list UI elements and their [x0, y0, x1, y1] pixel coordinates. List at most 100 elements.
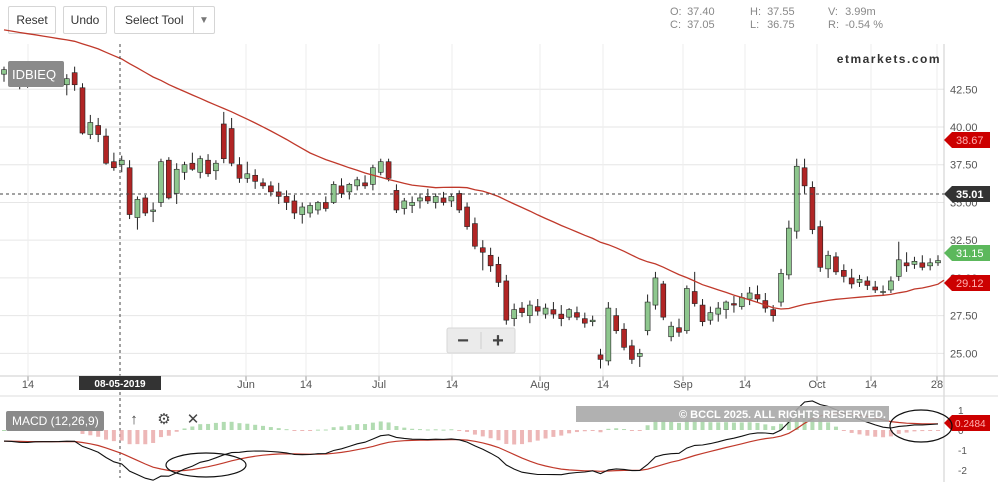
macd-hist-bar: [80, 430, 85, 434]
candle-body: [621, 328, 627, 348]
candle-body: [440, 197, 447, 203]
select-tool-dropdown[interactable]: Select Tool ▼: [114, 6, 215, 34]
candle-body: [935, 260, 941, 264]
macd-hist-bar: [543, 430, 548, 439]
candle-body: [841, 270, 847, 277]
candle-body: [181, 164, 188, 173]
ohlc-open-value: 37.40: [687, 6, 715, 18]
y-tick-label: 42.50: [950, 84, 978, 96]
zoom-in-button[interactable]: +: [492, 330, 504, 352]
candle-body: [919, 262, 926, 268]
macd-hist-bar: [402, 427, 407, 430]
reset-button[interactable]: Reset: [8, 6, 56, 34]
move-up-icon[interactable]: ↑: [130, 411, 138, 428]
candle-body: [158, 161, 164, 203]
y-tick-label: 27.50: [950, 311, 978, 323]
macd-hist-bar: [504, 430, 509, 444]
candle-body: [252, 174, 258, 182]
x-tick-label: Jul: [372, 379, 386, 391]
x-tick-label: 14: [446, 379, 458, 391]
candle-body: [660, 283, 667, 318]
candle-body: [307, 205, 313, 214]
candle-body: [111, 161, 117, 169]
candle-body: [534, 306, 541, 312]
candle-body: [95, 125, 101, 135]
symbol-badge: [8, 61, 64, 87]
candle-body: [880, 291, 886, 293]
macd-label-badge: [6, 411, 104, 431]
ohlc-open-close: O: 37.40 C: 37.05: [670, 6, 715, 32]
macd-hist-bar: [245, 423, 250, 430]
last-price-tag: [944, 245, 990, 261]
chevron-down-icon[interactable]: ▼: [193, 7, 214, 33]
macd-hist-bar: [96, 430, 101, 437]
macd-hist-bar: [174, 430, 179, 432]
macd-hist-bar: [747, 422, 752, 430]
macd-hist-bar: [928, 430, 933, 431]
macd-value-text: 0.2484: [955, 419, 986, 430]
ohlc-high-value: 37.55: [767, 6, 795, 18]
candle-body: [448, 196, 455, 202]
x-tick-label: 14: [865, 379, 877, 391]
candle-body: [574, 312, 580, 318]
candle-body: [346, 184, 353, 193]
y-tick-label: 25.00: [950, 348, 978, 360]
macd-hist-bar: [559, 430, 564, 436]
candle-body: [723, 301, 729, 310]
macd-hist-bar: [786, 418, 791, 430]
macd-hist-bar: [637, 430, 642, 431]
macd-hist-bar: [676, 422, 681, 430]
macd-y-tick-label: 1: [958, 406, 964, 417]
crosshair-price-text: 35.01: [956, 189, 984, 201]
candle-body: [472, 223, 478, 247]
candle-body: [377, 161, 384, 173]
candlestick-series: [1, 63, 941, 369]
candle-body: [464, 206, 470, 227]
symbol-label: IDBIEQ: [12, 67, 56, 82]
settings-gear-icon[interactable]: ⚙: [157, 411, 170, 428]
candle-body: [126, 167, 133, 215]
macd-hist-bar: [347, 425, 352, 430]
candle-body: [778, 273, 784, 303]
macd-hist-bar: [308, 430, 313, 431]
macd-hist-bar: [936, 430, 940, 431]
macd-hist-bar: [629, 430, 634, 431]
macd-hist-bar: [127, 430, 132, 445]
macd-hist-bar: [363, 424, 368, 430]
candle-body: [746, 292, 753, 300]
candle-body: [1, 69, 7, 75]
macd-hist-bar: [339, 426, 344, 430]
candle-body: [613, 315, 620, 332]
macd-hist-bar: [480, 430, 485, 437]
macd-hist-bar: [833, 426, 838, 430]
zoom-out-button[interactable]: −: [457, 330, 469, 352]
candle-body: [197, 158, 204, 173]
x-tick-label: 14: [300, 379, 312, 391]
candle-body: [542, 307, 549, 315]
y-tick-label: 37.50: [950, 160, 978, 172]
macd-hist-bar: [724, 422, 729, 430]
candle-body: [558, 313, 565, 319]
macd-hist-bar: [261, 425, 266, 430]
macd-hist-bar: [692, 419, 697, 430]
macd-hist-bar: [614, 428, 619, 430]
macd-hist-bar: [331, 427, 336, 430]
macd-hist-bar: [574, 430, 579, 433]
macd-hist-bar: [104, 430, 109, 440]
x-tick-label: 14: [597, 379, 609, 391]
crosshair-date-text: 08-05-2019: [94, 379, 146, 390]
candle-body: [291, 200, 298, 214]
toolbar: Reset Undo Select Tool ▼ O: 37.40 C: 37.…: [0, 0, 998, 44]
macd-hist-bar: [873, 430, 878, 437]
macd-hist-bar: [818, 418, 823, 430]
candle-body: [809, 187, 816, 230]
ohlc-open-key: O:: [670, 6, 682, 18]
undo-button[interactable]: Undo: [63, 6, 107, 34]
macd-hist-bar: [158, 430, 163, 438]
macd-signal-line: [3, 412, 938, 472]
candle-body: [134, 199, 141, 218]
close-icon[interactable]: ✕: [187, 411, 200, 428]
macd-hist-bar: [198, 424, 203, 430]
macd-hist-bar: [488, 430, 493, 439]
